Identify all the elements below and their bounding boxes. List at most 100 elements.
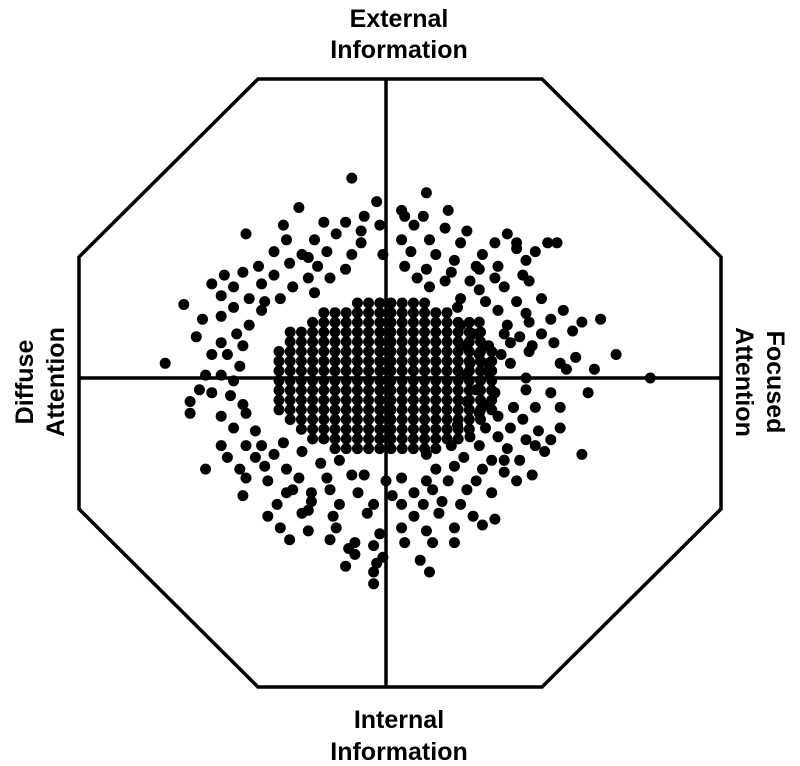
data-point — [318, 365, 330, 377]
data-point — [318, 423, 330, 435]
data-point — [309, 287, 320, 299]
data-point — [284, 404, 296, 416]
data-point — [486, 346, 498, 357]
data-point — [327, 510, 339, 522]
data-point — [523, 346, 535, 357]
data-point — [368, 498, 380, 510]
data-point — [351, 326, 363, 338]
data-point — [430, 336, 442, 348]
data-point — [215, 369, 227, 381]
data-point — [452, 423, 464, 435]
data-point — [318, 394, 330, 406]
data-point — [385, 414, 397, 425]
top-axis-label: External Information — [330, 5, 468, 64]
data-point — [441, 404, 453, 416]
data-point — [329, 384, 341, 396]
data-point — [463, 414, 475, 425]
data-point — [307, 375, 319, 387]
data-point — [408, 487, 420, 499]
data-point — [273, 355, 285, 367]
data-point — [307, 404, 319, 416]
data-point — [396, 472, 408, 484]
data-point — [452, 414, 464, 425]
data-point — [475, 326, 486, 338]
data-point — [452, 316, 464, 328]
data-point — [473, 440, 485, 452]
data-point — [419, 307, 431, 319]
data-point — [249, 425, 261, 437]
data-point — [240, 440, 252, 452]
data-point — [295, 326, 307, 338]
data-point — [463, 365, 475, 377]
data-point — [417, 210, 429, 222]
data-point — [396, 433, 408, 445]
data-point — [430, 463, 442, 475]
data-point — [463, 326, 475, 338]
data-point — [237, 399, 249, 410]
data-point — [595, 313, 607, 325]
data-point — [385, 423, 397, 435]
data-point — [329, 336, 341, 348]
data-point — [351, 307, 363, 319]
data-point — [463, 423, 475, 435]
data-point — [293, 472, 305, 484]
data-point — [551, 237, 563, 249]
data-point — [407, 297, 419, 309]
data-point — [363, 346, 375, 357]
data-point — [351, 384, 363, 396]
data-point — [463, 355, 475, 367]
data-point — [498, 454, 510, 466]
data-point — [318, 326, 330, 338]
data-point — [475, 355, 486, 367]
data-point — [256, 278, 268, 290]
data-point — [346, 172, 358, 184]
data-point — [228, 375, 240, 387]
data-point — [570, 351, 582, 363]
data-point — [419, 394, 431, 406]
data-point — [284, 257, 296, 269]
data-point — [351, 375, 363, 387]
data-point — [340, 316, 352, 328]
data-point — [237, 490, 249, 502]
data-point — [262, 475, 274, 487]
data-point — [284, 375, 296, 387]
data-point — [218, 269, 230, 281]
bottom-label-line-1: Internal — [354, 706, 444, 734]
data-point — [305, 487, 317, 499]
data-point — [430, 443, 442, 455]
data-point — [284, 336, 296, 348]
data-point — [295, 423, 307, 435]
data-point — [243, 293, 255, 305]
data-point — [363, 316, 375, 328]
data-point — [504, 422, 516, 434]
data-point — [441, 307, 453, 319]
data-point — [190, 331, 202, 343]
data-point — [237, 266, 249, 278]
data-point — [380, 475, 392, 487]
data-point — [452, 365, 464, 377]
data-point — [448, 537, 460, 549]
data-point — [385, 297, 397, 309]
data-point — [489, 237, 501, 249]
data-point — [463, 404, 475, 416]
data-point — [386, 490, 398, 502]
data-point — [441, 336, 453, 348]
data-point — [324, 484, 336, 496]
data-point — [396, 234, 408, 246]
data-point — [295, 336, 307, 348]
data-point — [340, 365, 352, 377]
data-point — [463, 394, 475, 406]
data-point — [385, 433, 397, 445]
data-point — [430, 249, 442, 260]
data-point — [184, 396, 196, 407]
data-point — [407, 326, 419, 338]
data-point — [408, 510, 420, 522]
data-point — [363, 355, 375, 367]
data-point — [363, 326, 375, 338]
data-point — [385, 384, 397, 396]
data-point — [407, 365, 419, 377]
data-point — [399, 260, 411, 272]
data-point — [249, 451, 261, 463]
data-point — [184, 407, 196, 419]
data-point — [307, 336, 319, 348]
